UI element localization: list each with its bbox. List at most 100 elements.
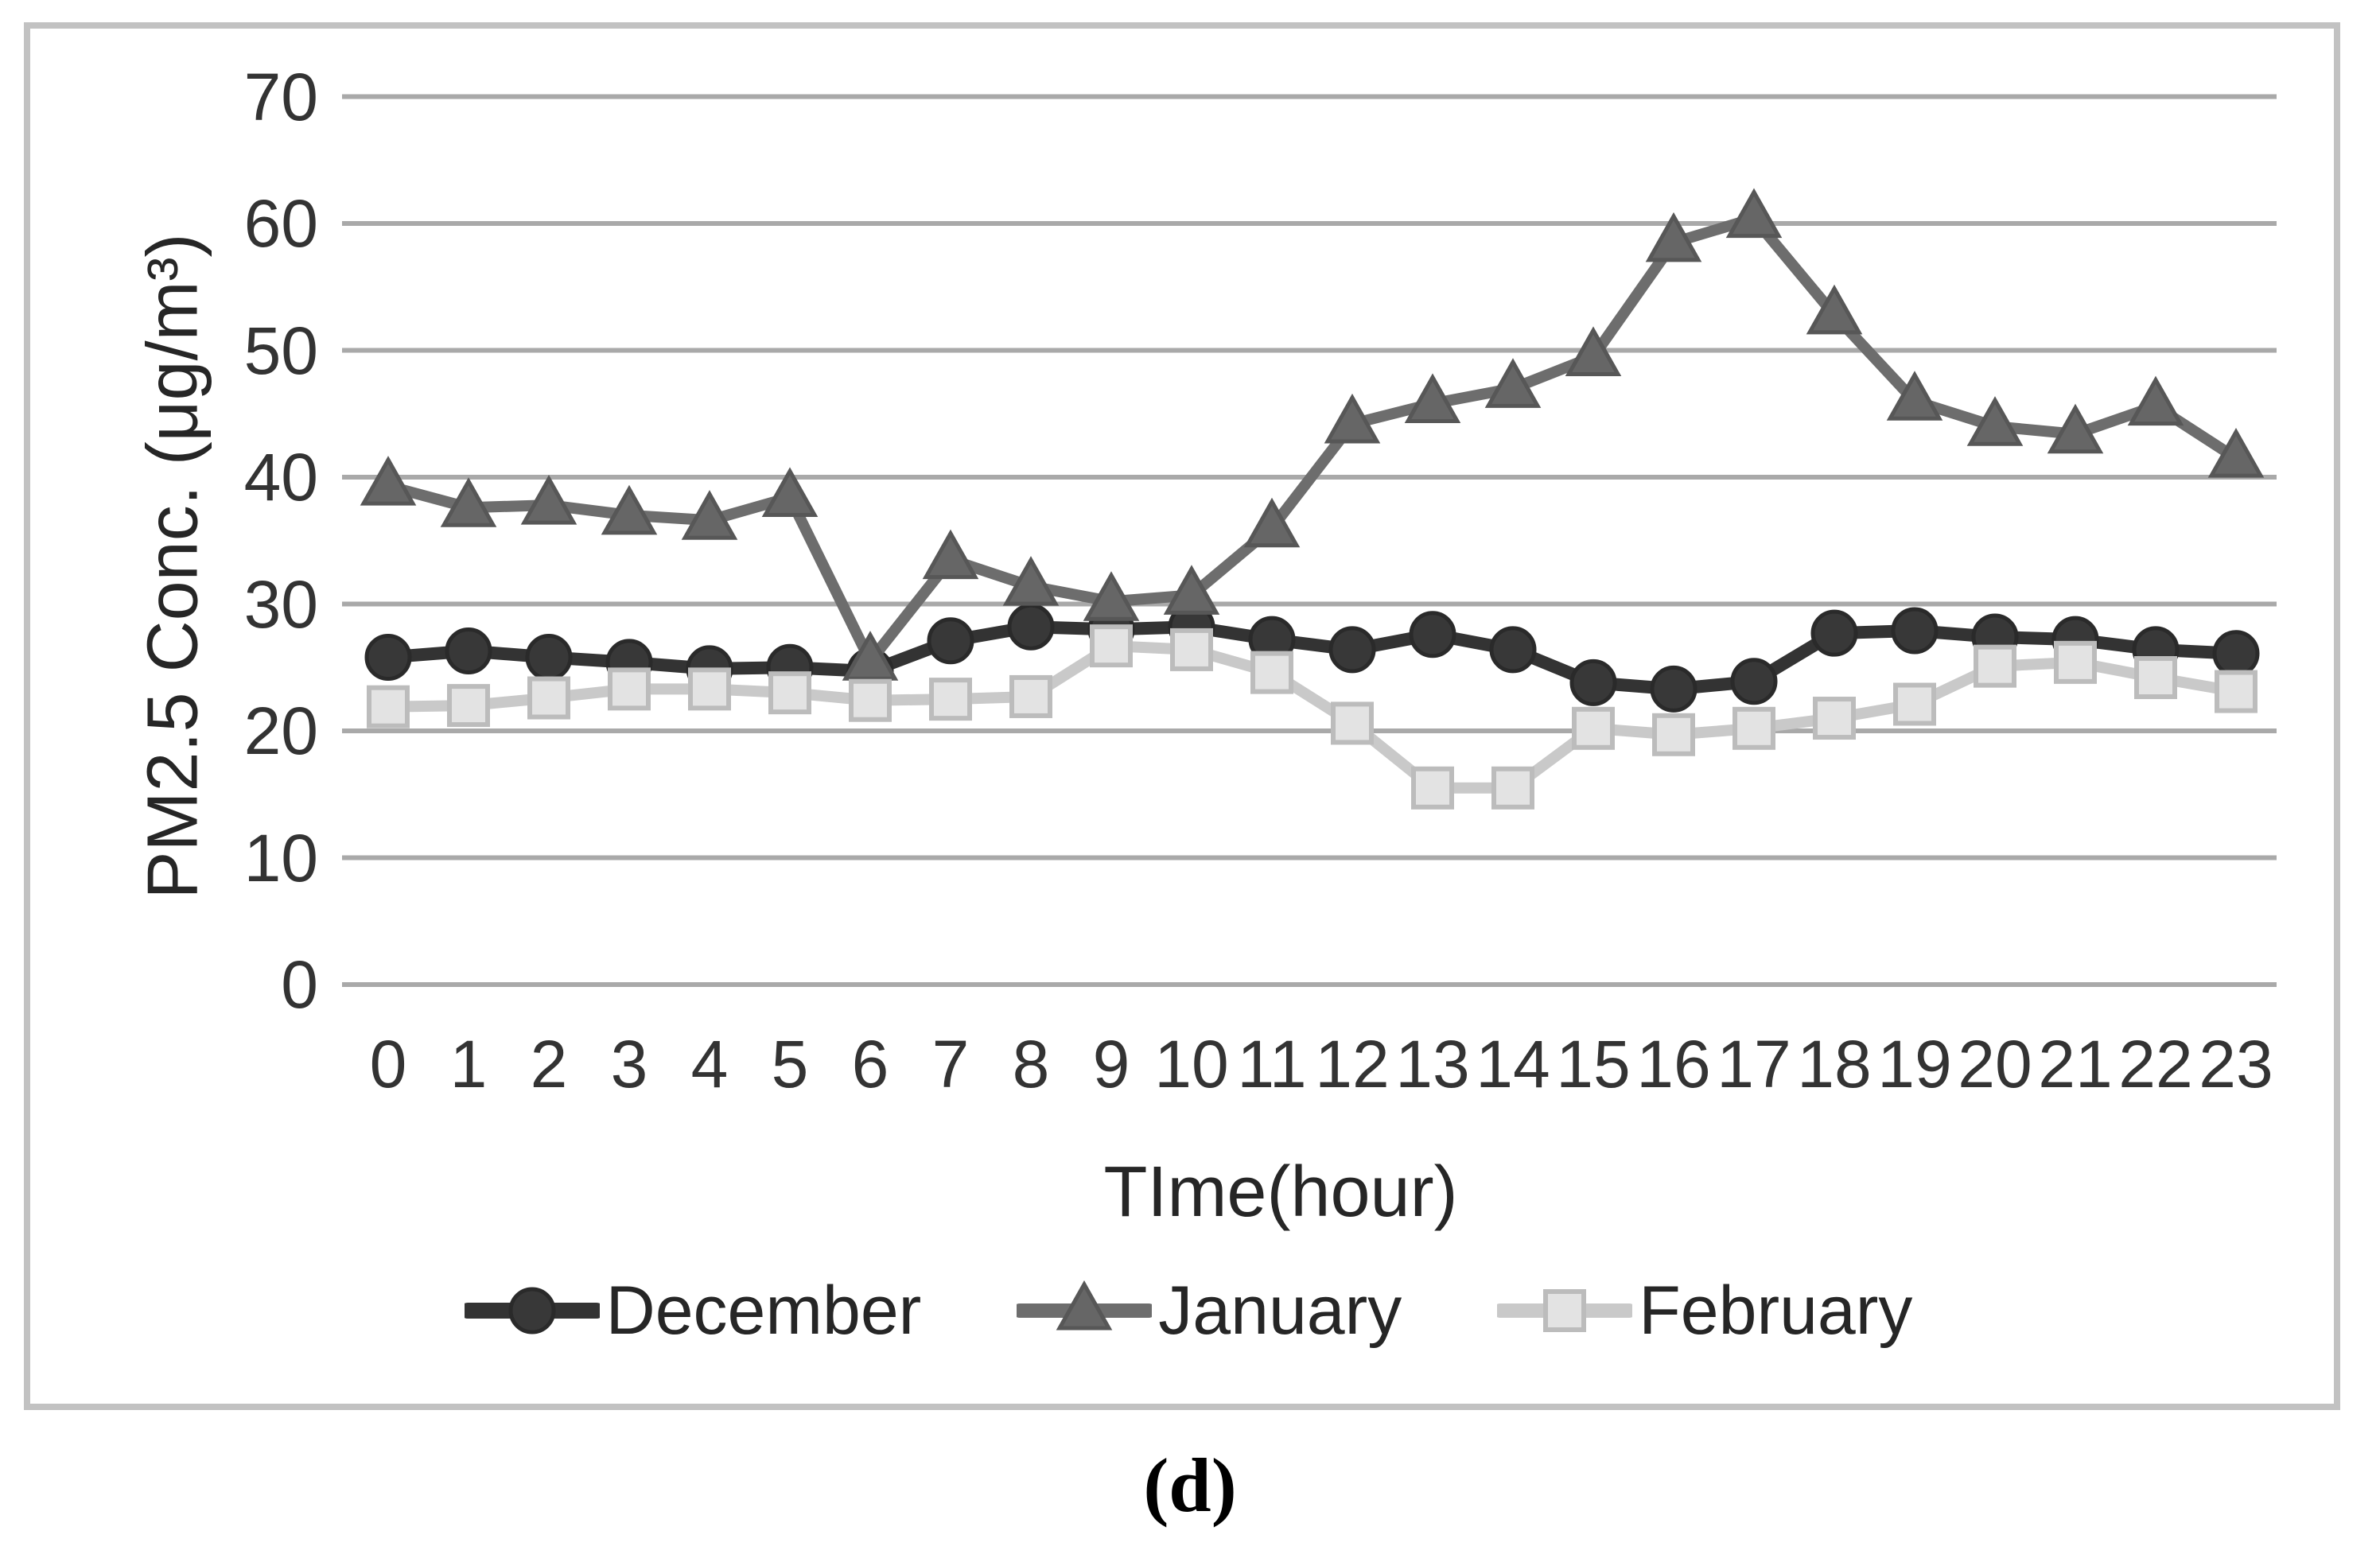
x-axis-title: TIme(hour) [1103, 1152, 1458, 1232]
december-point-h23 [2212, 630, 2260, 678]
x-tick-6: 6 [851, 1027, 889, 1101]
series-february [367, 624, 2258, 810]
january-legend-marker-icon [1017, 1280, 1153, 1331]
january-point-h21 [2047, 403, 2104, 454]
y-tick-70: 70 [243, 59, 318, 134]
february-point-h7 [929, 678, 972, 721]
december-point-h19 [1891, 607, 1939, 655]
legend-item-february: February [1497, 1271, 1912, 1350]
february-point-h22 [2134, 656, 2177, 700]
january-point-h17 [1725, 188, 1783, 239]
legend-label-december: December [605, 1272, 922, 1349]
y-tick-40: 40 [243, 440, 318, 515]
december-point-h13 [1409, 611, 1456, 659]
february-point-h13 [1411, 766, 1454, 810]
february-point-h21 [2054, 640, 2097, 684]
x-tick-11: 11 [1237, 1027, 1307, 1101]
x-tick-12: 12 [1315, 1027, 1390, 1101]
legend-item-december: December [464, 1271, 922, 1350]
february-legend-marker-icon [1497, 1289, 1633, 1332]
y-axis-title: PM2.5 Conc. (μg/m³) [133, 233, 213, 899]
x-tick-22: 22 [2118, 1027, 2193, 1101]
january-point-h15 [1565, 326, 1622, 376]
january-point-h0 [360, 456, 417, 506]
february-point-h19 [1893, 682, 1936, 726]
february-point-h18 [1813, 697, 1856, 740]
january-point-h1 [440, 477, 497, 527]
december-legend-marker-icon [464, 1287, 600, 1334]
february-point-h12 [1331, 701, 1374, 745]
legend: December January February [24, 1271, 2353, 1350]
february-point-h1 [447, 684, 490, 728]
x-tick-16: 16 [1636, 1027, 1711, 1101]
january-point-h16 [1645, 212, 1702, 262]
february-point-h2 [527, 676, 570, 720]
january-point-h10 [1163, 565, 1220, 615]
legend-item-january: January [1017, 1271, 1402, 1350]
january-point-h6 [842, 631, 899, 681]
january-point-h8 [1002, 556, 1060, 606]
january-point-h13 [1404, 373, 1461, 423]
december-point-h16 [1650, 665, 1698, 713]
december-point-h15 [1569, 659, 1617, 706]
december-point-h12 [1328, 626, 1376, 674]
legend-label-january: January [1158, 1272, 1402, 1349]
january-point-h12 [1324, 393, 1381, 444]
y-tick-50: 50 [243, 313, 318, 388]
february-point-h9 [1090, 624, 1133, 668]
legend-label-february: February [1639, 1272, 1913, 1349]
december-point-h1 [445, 627, 492, 675]
february-point-h8 [1009, 674, 1052, 718]
y-tick-0: 0 [281, 947, 318, 1022]
january-point-h18 [1806, 284, 1863, 335]
x-tick-4: 4 [690, 1027, 729, 1101]
x-tick-5: 5 [771, 1027, 809, 1101]
x-tick-9: 9 [1092, 1027, 1130, 1101]
series-january [360, 188, 2265, 681]
y-tick-10: 10 [243, 820, 318, 895]
february-legend-symbol [1543, 1289, 1587, 1332]
december-point-h0 [364, 633, 412, 681]
january-legend-symbol [1056, 1280, 1113, 1331]
january-point-h19 [1886, 371, 1943, 421]
december-point-h18 [1810, 609, 1858, 657]
january-point-h23 [2207, 427, 2265, 478]
x-tick-17: 17 [1717, 1027, 1791, 1101]
january-point-h14 [1484, 358, 1542, 408]
february-point-h16 [1652, 713, 1695, 756]
december-point-h17 [1730, 658, 1778, 705]
december-point-h14 [1489, 626, 1537, 674]
january-point-h9 [1083, 571, 1140, 621]
figure-frame [24, 22, 2340, 1410]
february-point-h15 [1572, 706, 1615, 750]
december-point-h8 [1007, 603, 1055, 651]
y-tick-60: 60 [243, 186, 318, 261]
x-tick-2: 2 [530, 1027, 568, 1101]
y-tick-30: 30 [243, 566, 318, 642]
january-point-h7 [922, 529, 979, 580]
february-point-h17 [1732, 706, 1775, 750]
x-tick-10: 10 [1154, 1027, 1229, 1101]
february-point-h14 [1491, 766, 1534, 810]
february-point-h3 [608, 667, 651, 711]
january-point-h2 [520, 474, 578, 525]
february-point-h6 [849, 678, 892, 722]
february-point-h10 [1170, 627, 1213, 671]
january-point-h5 [761, 467, 819, 518]
january-point-h22 [2127, 375, 2184, 426]
february-point-h23 [2215, 670, 2258, 713]
december-point-h7 [927, 617, 974, 665]
x-tick-1: 1 [449, 1027, 488, 1101]
y-tick-20: 20 [243, 693, 318, 768]
x-tick-21: 21 [2038, 1027, 2113, 1101]
x-tick-13: 13 [1395, 1027, 1470, 1101]
x-tick-23: 23 [2199, 1027, 2273, 1101]
december-point-h2 [525, 633, 573, 681]
february-point-h0 [367, 685, 410, 728]
december-legend-symbol [508, 1287, 556, 1334]
february-point-h20 [1974, 644, 2016, 688]
january-point-h4 [681, 490, 738, 540]
january-point-h20 [1966, 396, 2024, 446]
january-point-h11 [1243, 497, 1301, 548]
